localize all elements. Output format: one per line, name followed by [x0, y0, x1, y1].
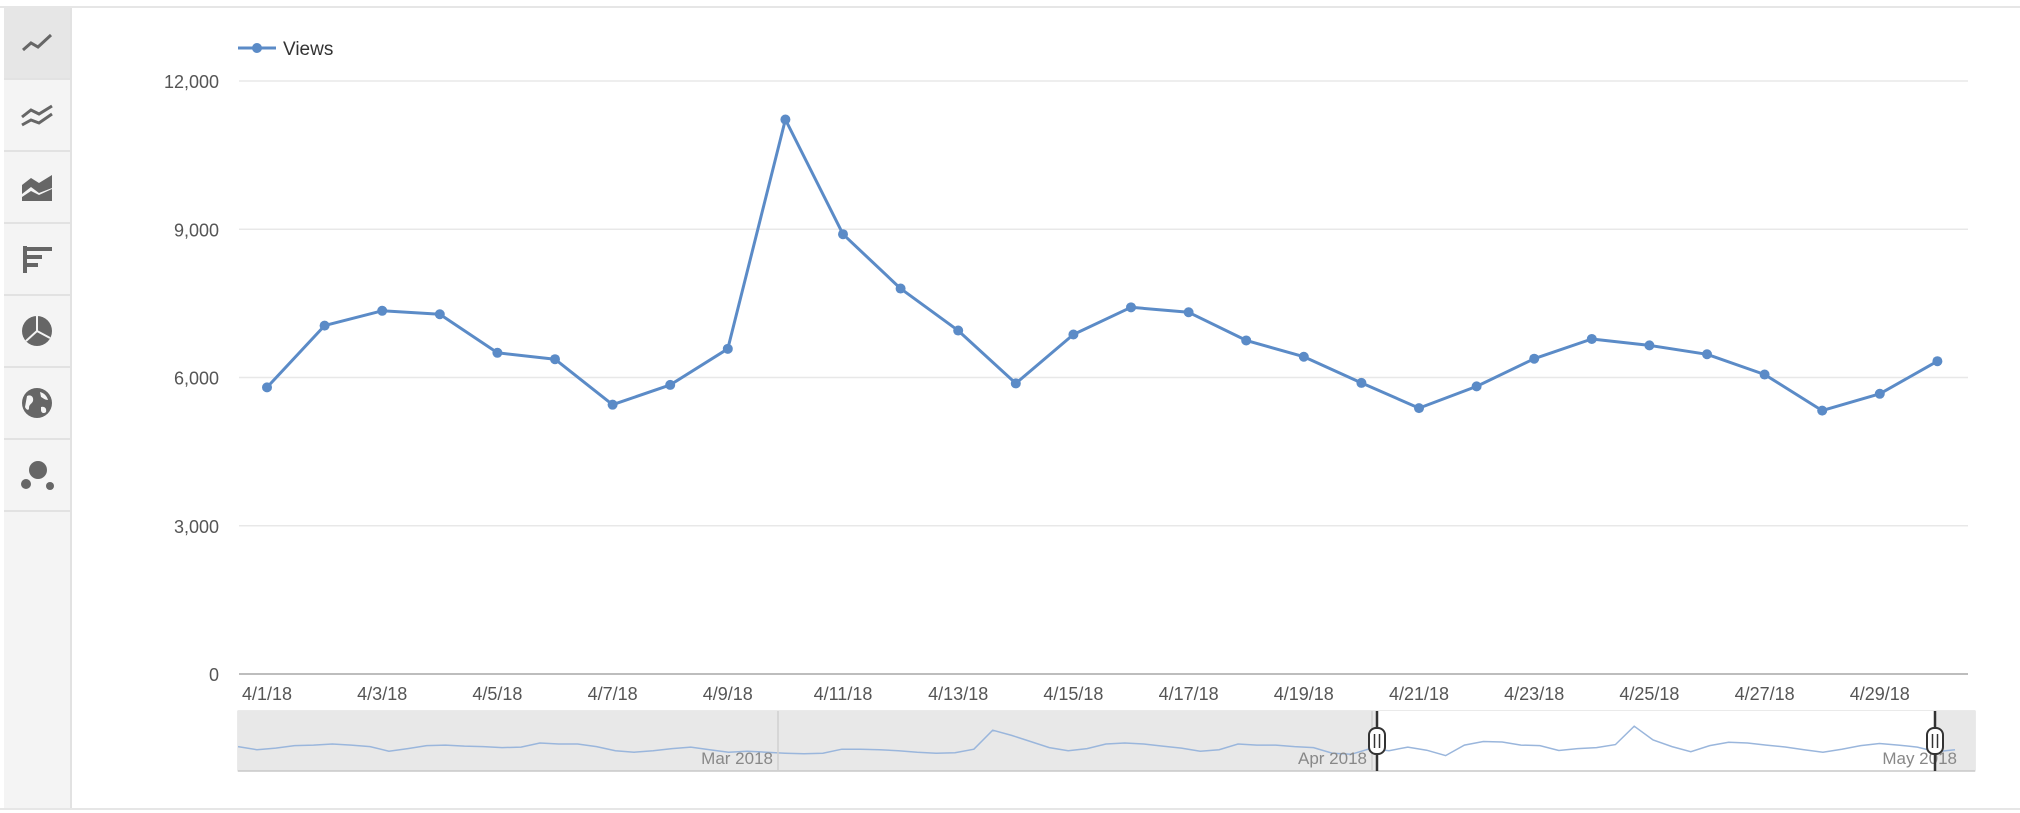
- data-point[interactable]: [895, 283, 906, 294]
- views-series-line: [265, 118, 1939, 413]
- bar-chart-icon: [23, 246, 52, 273]
- data-point[interactable]: [1414, 403, 1424, 414]
- x-tick-label: 4/7/18: [588, 684, 638, 704]
- data-point[interactable]: [722, 343, 733, 354]
- navigator-month-label: Apr 2018: [1298, 749, 1367, 768]
- data-point[interactable]: [1529, 353, 1540, 364]
- data-point[interactable]: [1126, 302, 1136, 313]
- data-point[interactable]: [1010, 378, 1021, 389]
- x-axis-ticks: 4/1/18 4/3/18 4/5/18 4/7/18 4/9/18 4/11/18 4/1…: [242, 684, 1910, 704]
- globe-icon: [22, 388, 52, 418]
- bubble-chart-button[interactable]: [4, 440, 70, 512]
- data-point[interactable]: [1068, 329, 1079, 340]
- top-border: [0, 6, 2020, 8]
- data-point[interactable]: [1932, 356, 1943, 367]
- x-tick-label: 4/29/18: [1850, 684, 1910, 704]
- multi-line-chart-button[interactable]: [4, 80, 70, 152]
- navigator-mask-left: [238, 711, 1377, 771]
- x-tick-label: 4/5/18: [472, 684, 522, 704]
- data-point[interactable]: [1702, 349, 1712, 360]
- x-tick-label: 4/15/18: [1043, 684, 1103, 704]
- navigator-right-handle[interactable]: [1926, 727, 1944, 755]
- data-point[interactable]: [1874, 388, 1885, 399]
- bottom-border: [0, 808, 2020, 810]
- data-point[interactable]: [953, 325, 964, 336]
- pie-chart-button[interactable]: [4, 296, 70, 368]
- data-point[interactable]: [1183, 307, 1194, 318]
- navigator-handle-grip: [1368, 727, 1386, 755]
- data-point[interactable]: [607, 399, 618, 410]
- x-tick-label: 4/1/18: [242, 684, 292, 704]
- data-point[interactable]: [1644, 340, 1655, 351]
- y-tick-label: 6,000: [174, 369, 219, 389]
- y-axis-ticks: 12,000 9,000 6,000 3,000 0: [164, 72, 219, 685]
- x-tick-label: 4/9/18: [703, 684, 753, 704]
- navigator-left-handle[interactable]: [1368, 727, 1386, 755]
- y-tick-label: 9,000: [174, 220, 219, 240]
- multi-line-chart-icon: [21, 104, 53, 127]
- x-tick-label: 4/27/18: [1735, 684, 1795, 704]
- gridlines: [239, 80, 1968, 527]
- map-chart-button[interactable]: [4, 368, 70, 440]
- data-point[interactable]: [319, 320, 330, 331]
- data-point[interactable]: [665, 379, 676, 390]
- data-point[interactable]: [838, 229, 848, 240]
- pie-chart-icon: [22, 316, 52, 346]
- y-tick-label: 3,000: [174, 517, 219, 537]
- data-point[interactable]: [1817, 405, 1828, 416]
- data-point[interactable]: [1241, 335, 1252, 346]
- line-chart-icon: [22, 33, 53, 52]
- data-point[interactable]: [492, 347, 503, 358]
- line-chart-button[interactable]: [4, 8, 70, 80]
- data-point[interactable]: [1298, 351, 1309, 362]
- x-tick-label: 4/25/18: [1619, 684, 1679, 704]
- y-tick-label: 12,000: [164, 72, 219, 92]
- data-point[interactable]: [1586, 333, 1597, 344]
- x-tick-label: 4/11/18: [814, 684, 873, 704]
- y-tick-label: 0: [209, 665, 219, 685]
- data-point[interactable]: [1471, 381, 1482, 392]
- navigator-series-line: [237, 725, 1956, 757]
- bar-chart-button[interactable]: [4, 224, 70, 296]
- x-tick-label: 4/21/18: [1389, 684, 1449, 704]
- x-tick-label: 4/17/18: [1159, 684, 1219, 704]
- data-point[interactable]: [1759, 369, 1770, 380]
- data-point[interactable]: [780, 114, 791, 125]
- views-data-points: [262, 114, 1943, 416]
- legend-swatch-dot: [252, 43, 262, 53]
- data-point[interactable]: [550, 354, 560, 365]
- data-point[interactable]: [262, 382, 272, 393]
- x-tick-label: 4/13/18: [928, 684, 988, 704]
- navigator-month-label: Mar 2018: [701, 749, 773, 768]
- navigator-month-label: May 2018: [1882, 749, 1957, 768]
- range-navigator[interactable]: Mar 2018 Apr 2018 May 2018: [237, 710, 1976, 772]
- chart-type-toolbar: [4, 8, 72, 808]
- x-tick-label: 4/3/18: [357, 684, 407, 704]
- area-chart-button[interactable]: [4, 152, 70, 224]
- area-chart-icon: [22, 175, 52, 201]
- data-point[interactable]: [1356, 377, 1367, 388]
- data-point[interactable]: [434, 309, 445, 320]
- navigator-handle-grip: [1926, 727, 1944, 755]
- data-point[interactable]: [377, 305, 388, 316]
- x-tick-label: 4/19/18: [1274, 684, 1334, 704]
- bubble-chart-icon: [21, 461, 54, 490]
- legend[interactable]: Views: [238, 39, 333, 60]
- x-tick-label: 4/23/18: [1504, 684, 1564, 704]
- legend-label: Views: [283, 39, 333, 60]
